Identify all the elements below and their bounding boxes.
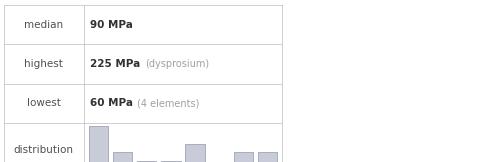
Text: 60 MPa: 60 MPa: [90, 98, 133, 108]
Text: 225 MPa: 225 MPa: [90, 59, 140, 69]
Polygon shape: [113, 152, 132, 162]
Text: highest: highest: [24, 59, 63, 69]
Polygon shape: [161, 161, 181, 162]
Text: distribution: distribution: [14, 145, 74, 155]
Polygon shape: [89, 126, 108, 162]
Polygon shape: [234, 152, 253, 162]
Text: 90 MPa: 90 MPa: [90, 20, 133, 29]
Text: median: median: [24, 20, 63, 29]
Text: (dysprosium): (dysprosium): [145, 59, 209, 69]
Text: (4 elements): (4 elements): [137, 98, 200, 108]
Polygon shape: [258, 152, 277, 162]
Polygon shape: [185, 144, 205, 162]
Text: lowest: lowest: [27, 98, 60, 108]
Polygon shape: [137, 161, 156, 162]
